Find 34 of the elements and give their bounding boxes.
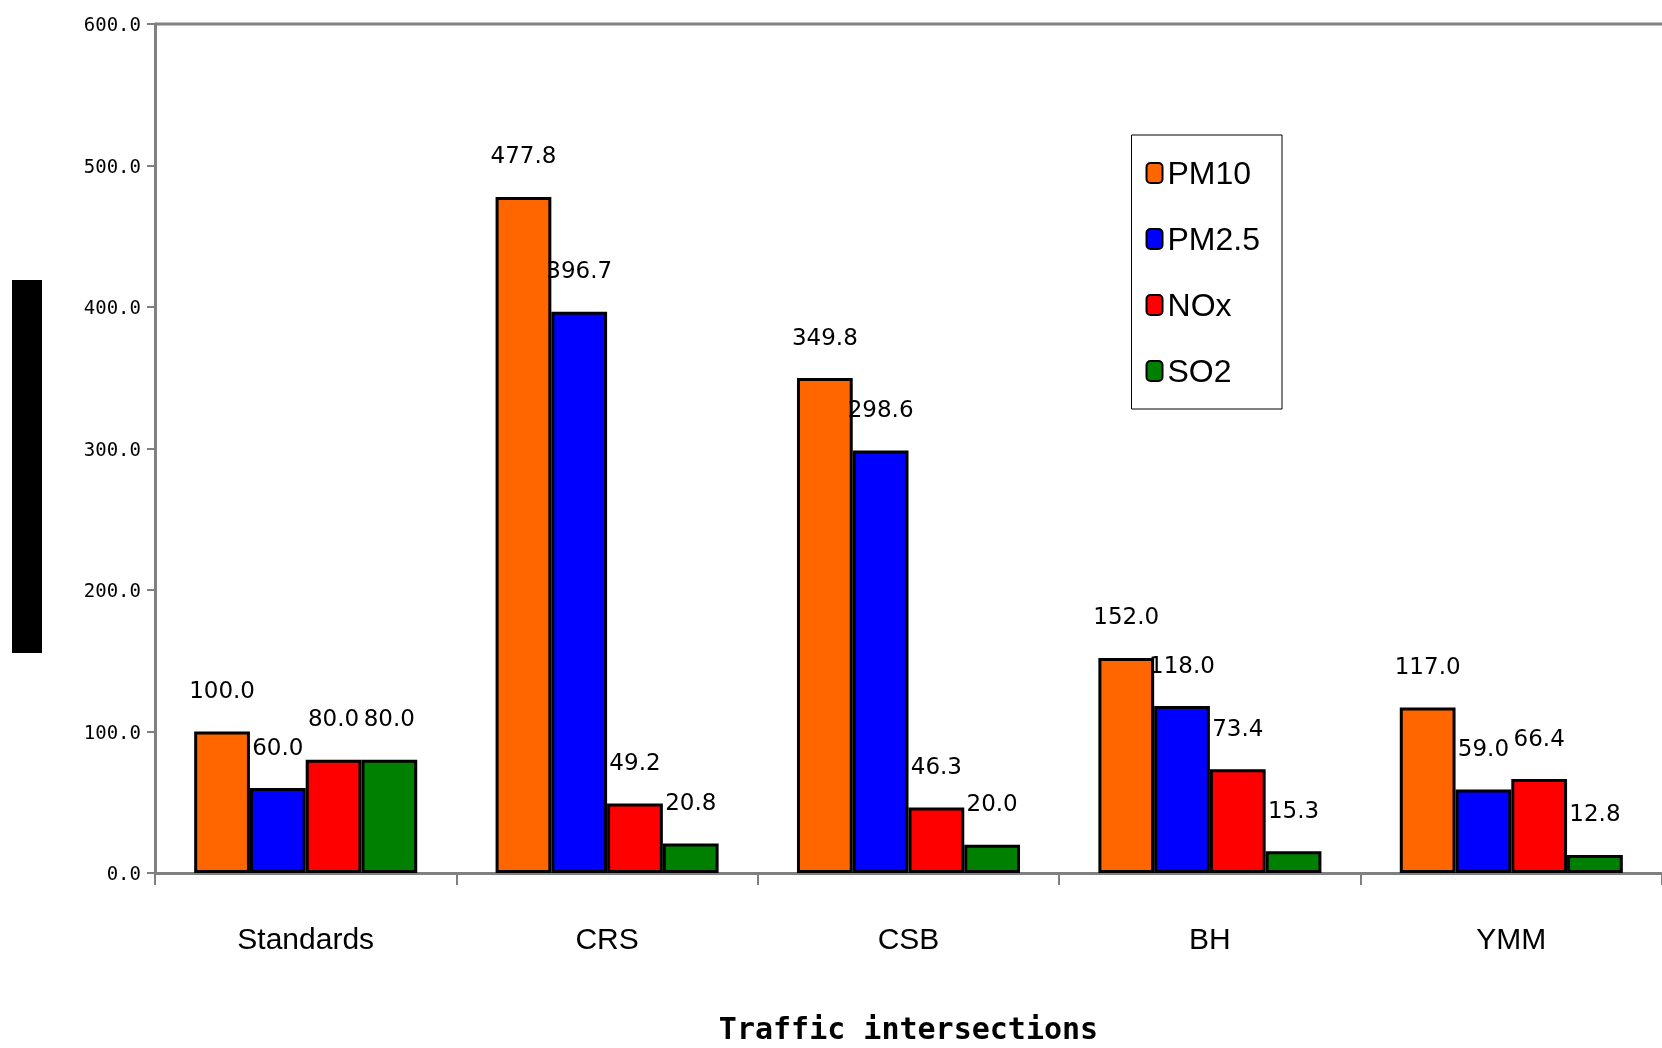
y-tick-label: 600.0 <box>83 13 141 35</box>
x-tick-label: CSB <box>877 921 940 955</box>
data-label: 60.0 <box>252 733 304 760</box>
data-label: 100.0 <box>189 677 255 703</box>
y-tick-label: 0.0 <box>106 862 141 884</box>
data-label: 80.0 <box>307 705 360 732</box>
data-label: 152.0 <box>1093 603 1160 630</box>
x-tick-label: BH <box>1189 921 1231 955</box>
y-tick-label: 300.0 <box>83 437 141 460</box>
data-label: 349.8 <box>791 323 858 350</box>
data-label: 66.4 <box>1513 724 1565 751</box>
data-label: 15.3 <box>1267 796 1320 823</box>
data-label: 117.0 <box>1394 652 1461 679</box>
data-label: 20.0 <box>966 790 1018 817</box>
y-tick-label: 100.0 <box>83 720 141 743</box>
x-tick-label: YMM <box>1476 921 1547 955</box>
data-label: 20.8 <box>665 789 717 816</box>
legend-label: NOx <box>1167 287 1232 323</box>
legend-label: SO2 <box>1167 353 1232 389</box>
data-label: 46.3 <box>910 752 962 779</box>
x-tick-label: Standards <box>237 921 375 955</box>
data-label: 477.8 <box>490 142 557 169</box>
y-tick-label: 200.0 <box>83 579 141 601</box>
x-axis-title: Traffic intersections <box>718 1010 1099 1046</box>
y-tick-label: 400.0 <box>83 296 141 318</box>
data-label: 12.8 <box>1569 800 1621 827</box>
data-label: 59.0 <box>1457 735 1510 762</box>
legend-label: PM2.5 <box>1167 221 1260 257</box>
legend-label: PM10 <box>1167 155 1252 191</box>
data-label: 73.4 <box>1212 714 1264 741</box>
x-tick-label: CRS <box>575 921 639 955</box>
data-label: 49.2 <box>609 748 661 775</box>
data-label: 80.0 <box>363 705 415 732</box>
y-tick-label: 500.0 <box>83 154 141 177</box>
